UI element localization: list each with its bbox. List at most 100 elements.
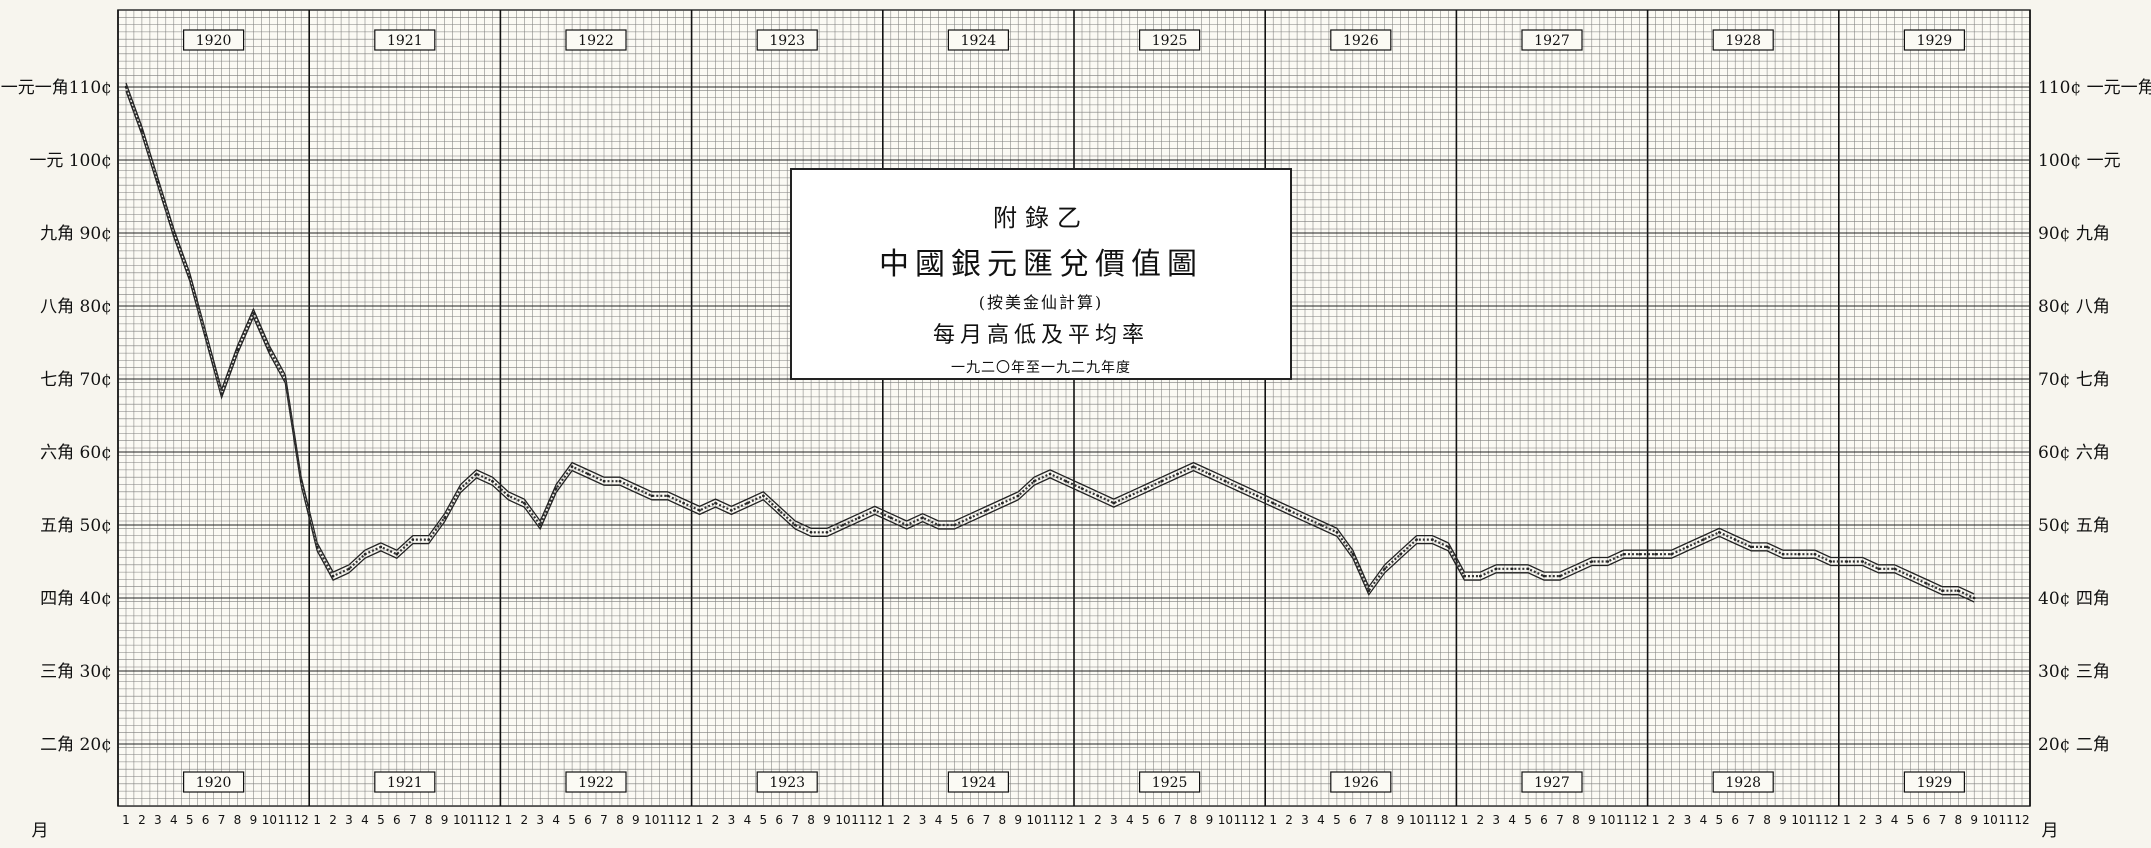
chart-title: 中國銀元匯兌價值圖 [879, 247, 1203, 282]
data-point [124, 85, 128, 89]
data-point [1925, 582, 1928, 585]
data-point [889, 516, 893, 519]
data-point [1319, 523, 1323, 527]
data-point [1797, 552, 1801, 556]
month-tick-label: 4 [552, 813, 560, 827]
data-point [411, 538, 415, 541]
data-point [1845, 560, 1849, 563]
data-point [586, 472, 590, 476]
year-label-bottom-box: 1922 [565, 771, 627, 793]
data-point [1909, 574, 1912, 578]
month-tick-label: 12 [676, 813, 691, 827]
month-tick-label: 12 [2014, 813, 2029, 827]
year-label-bottom: 1927 [1534, 775, 1570, 791]
month-tick-label: 9 [1588, 813, 1596, 827]
data-point [921, 516, 924, 519]
month-tick-label: 12 [294, 813, 309, 827]
data-point [1160, 479, 1163, 483]
month-tick-label: 3 [1875, 813, 1883, 827]
y-tick-label-right: 70¢ 七角 [2038, 370, 2110, 390]
data-point [1080, 487, 1084, 490]
month-tick-label: 8 [1572, 813, 1580, 827]
data-point [618, 479, 622, 483]
data-point [1877, 567, 1880, 571]
data-point [1686, 545, 1689, 549]
year-label-bottom-box: 1921 [374, 771, 436, 793]
y-tick-label-right: 50¢ 五角 [2038, 516, 2110, 536]
y-tick-label-right: 30¢ 三角 [2038, 662, 2110, 682]
month-tick-label: 12 [1632, 813, 1647, 827]
y-tick-label-left: 三角 30¢ [40, 662, 112, 682]
data-point [1702, 538, 1705, 541]
month-tick-label: 5 [568, 813, 576, 827]
month-tick-label: 2 [138, 813, 146, 827]
month-tick-label: 1 [1269, 813, 1277, 827]
year-label-bottom-box: 1925 [1138, 771, 1201, 793]
title-appendix: 附錄乙 [993, 204, 1089, 232]
data-point [777, 509, 781, 512]
year-label-bottom: 1921 [387, 775, 423, 791]
year-label-top: 1921 [387, 33, 423, 49]
month-tick-label: 4 [1317, 813, 1325, 827]
y-tick-label-right: 20¢ 二角 [2038, 735, 2110, 755]
year-box [1521, 771, 1583, 793]
month-tick-label: 4 [1126, 813, 1134, 827]
month-tick-label: 3 [536, 813, 544, 827]
y-tick-label-right: 40¢ 四角 [2038, 589, 2110, 609]
data-point [1526, 567, 1530, 571]
data-point [730, 509, 733, 512]
month-tick-label: 7 [1556, 813, 1564, 827]
month-tick-label: 9 [250, 813, 258, 827]
data-point [1574, 567, 1578, 571]
year-label-top-box: 1927 [1521, 29, 1583, 51]
y-tick-label-left: 五角 50¢ [40, 516, 112, 536]
month-tick-label: 4 [744, 813, 752, 827]
month-tick-label: 5 [1715, 813, 1723, 827]
data-point [475, 472, 478, 476]
month-tick-label: 11 [1998, 813, 2013, 827]
year-label-top-box: 1926 [1330, 29, 1392, 51]
data-point [1096, 494, 1100, 498]
month-tick-label: 12 [485, 813, 500, 827]
data-point [379, 545, 383, 549]
data-point [427, 538, 431, 541]
month-tick-label: 12 [1823, 813, 1838, 827]
data-point [1144, 487, 1147, 490]
y-tick-label-left: 一元 100¢ [29, 151, 112, 171]
month-tick-label: 9 [441, 813, 449, 827]
year-label-top: 1924 [961, 33, 997, 49]
data-point [762, 494, 765, 498]
month-tick-label: 3 [1684, 813, 1692, 827]
data-point [1447, 545, 1450, 549]
data-point [1957, 589, 1960, 592]
month-tick-label: 1 [313, 813, 321, 827]
month-tick-label: 5 [1333, 813, 1341, 827]
month-tick-label: 8 [616, 813, 624, 827]
year-label-top: 1925 [1152, 33, 1188, 49]
month-tick-label: 11 [660, 813, 675, 827]
year-label-bottom-box: 1924 [947, 771, 1010, 793]
data-point [937, 523, 940, 527]
data-point [1208, 472, 1211, 476]
month-axis-label-left: 月 [32, 821, 49, 841]
month-tick-label: 2 [1094, 813, 1102, 827]
data-point [507, 494, 510, 498]
year-label-top: 1929 [1917, 33, 1953, 49]
data-point [1749, 545, 1753, 549]
month-tick-label: 8 [1381, 813, 1389, 827]
year-label-bottom-box: 1920 [183, 771, 245, 793]
data-point [1590, 560, 1594, 563]
month-tick-label: 1 [1843, 813, 1851, 827]
month-tick-label: 11 [278, 813, 293, 827]
year-box [565, 29, 627, 51]
data-point [347, 567, 351, 571]
data-point [602, 479, 606, 483]
month-tick-label: 8 [234, 813, 242, 827]
y-tick-label-left: 二角 20¢ [40, 735, 112, 755]
year-label-bottom: 1928 [1725, 775, 1761, 791]
month-tick-label: 5 [1524, 813, 1532, 827]
year-label-top: 1927 [1534, 33, 1570, 49]
data-point [714, 501, 717, 505]
data-point [395, 552, 399, 556]
